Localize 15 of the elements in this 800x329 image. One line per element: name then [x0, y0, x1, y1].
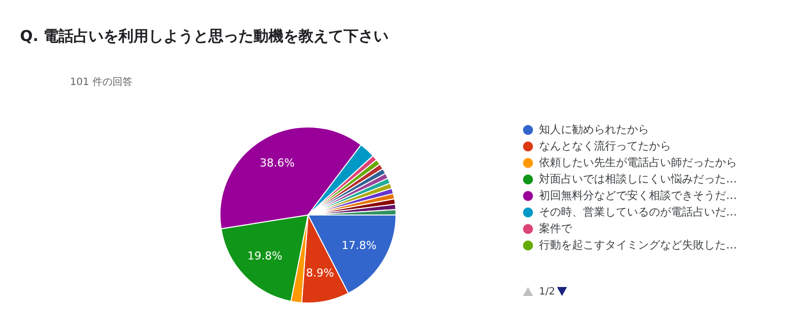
legend-label: その時、営業しているのが電話占いだ… — [539, 206, 737, 219]
data-label: 19.8% — [247, 249, 282, 263]
chart-title: Q. 電話占いを利用しようと思った動機を教えて下さい — [20, 27, 389, 45]
legend-label: 行動を起こすタイミングなど失敗した… — [539, 238, 737, 252]
data-label: 38.6% — [260, 156, 295, 170]
data-label: 17.8% — [342, 239, 377, 252]
legend-label: 知人に勧められたから — [539, 123, 649, 136]
legend-label: 対面占いでは相談しにくい悩みだった… — [539, 172, 737, 186]
legend-label: 初回無料分などで安く相談できそうだ… — [539, 189, 737, 202]
legend-label: なんとなく流行ってたから — [539, 140, 671, 153]
legend-label: 依頼したい先生が電話占い師だったから — [539, 156, 737, 170]
legend-label: 案件で — [539, 222, 573, 236]
text: 1/2 — [539, 286, 556, 298]
text: 101 件の回答 — [70, 76, 132, 88]
data-label: 8.9% — [306, 266, 334, 280]
